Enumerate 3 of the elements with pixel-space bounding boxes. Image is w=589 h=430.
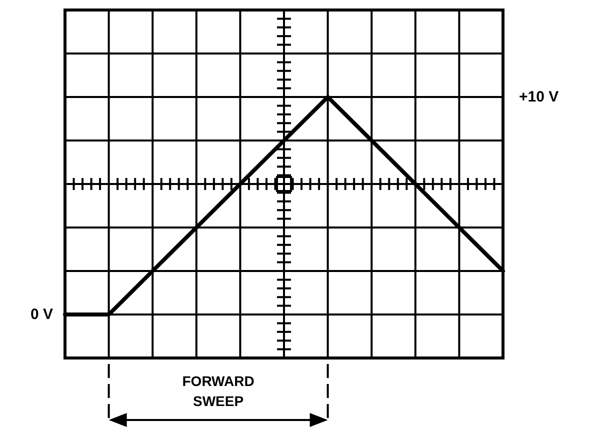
text: FORWARD SWEEP [182, 373, 254, 409]
text: 0 V [30, 306, 53, 323]
text: +10 V [519, 88, 559, 106]
